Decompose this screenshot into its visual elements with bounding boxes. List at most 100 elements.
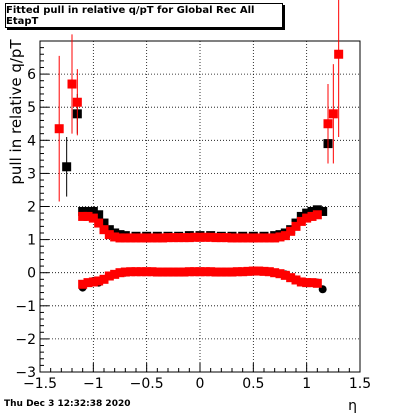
data-point (94, 210, 104, 220)
data-point (104, 230, 114, 240)
data-point (147, 267, 157, 277)
data-marks (54, 0, 344, 294)
data-point (232, 267, 242, 277)
data-point (238, 233, 248, 243)
data-point (158, 233, 168, 243)
data-point (259, 266, 269, 276)
data-point (312, 205, 322, 215)
data-point (270, 233, 280, 243)
data-point (312, 278, 322, 288)
axis-ticks (39, 47, 361, 373)
data-point (243, 266, 253, 276)
data-point (200, 232, 210, 242)
data-point (296, 216, 306, 226)
data-point (291, 275, 301, 285)
data-point (280, 231, 290, 241)
data-point (307, 206, 317, 216)
data-point (78, 279, 88, 289)
data-point (131, 267, 141, 277)
data-point (334, 49, 344, 59)
data-point (168, 233, 178, 243)
data-point (67, 79, 77, 89)
data-point (62, 162, 72, 172)
chart-title: Fitted pull in relative q/pT for Global … (6, 4, 255, 27)
data-point (115, 233, 125, 243)
data-point (302, 278, 312, 288)
data-point (280, 270, 290, 280)
y-axis-label: pull in relative q/pT (7, 39, 25, 185)
data-point (275, 269, 285, 279)
data-point (222, 267, 232, 277)
y-tick-label: 5 (27, 100, 36, 116)
data-point (248, 266, 258, 276)
data-point (190, 232, 200, 242)
data-point (83, 206, 93, 216)
data-point (227, 233, 237, 243)
data-point (136, 267, 146, 277)
chart-title-box: Fitted pull in relative q/pT for Global … (5, 3, 283, 28)
x-axis-label: η (348, 398, 357, 414)
y-tick-label: 0 (27, 266, 36, 282)
data-point (158, 267, 168, 277)
data-point (323, 119, 333, 129)
x-tick-label: 1.5 (349, 376, 371, 392)
data-point (211, 267, 221, 277)
data-point (222, 233, 232, 243)
data-point (104, 225, 114, 235)
tick-labels: −1.5 −1 −0.5 0 0.5 1 1.5 −3 −2 −1 0 1 2 3 4 5 6 (15, 67, 371, 392)
data-point (179, 233, 189, 243)
data-point (163, 267, 173, 277)
data-point (296, 211, 306, 221)
data-point (142, 267, 152, 277)
y-tick-label: 1 (27, 233, 36, 249)
data-point (136, 233, 146, 243)
data-point (302, 213, 312, 223)
data-point (275, 232, 285, 242)
data-point (248, 233, 258, 243)
x-tick-label: 0.5 (242, 376, 264, 392)
data-point (286, 226, 296, 236)
data-point (216, 233, 226, 243)
y-tick-label: −3 (15, 365, 36, 381)
data-point (179, 267, 189, 277)
data-point (78, 206, 88, 216)
data-point (126, 233, 136, 243)
data-point (78, 211, 88, 221)
data-point (243, 233, 253, 243)
data-point (238, 267, 248, 277)
data-point (174, 233, 184, 243)
data-point (88, 206, 98, 216)
data-point (184, 233, 194, 243)
data-point (211, 233, 221, 243)
data-point (131, 233, 141, 243)
data-point (312, 210, 322, 220)
data-point (206, 232, 216, 242)
y-tick-label: −1 (15, 299, 36, 315)
y-tick-label: 4 (27, 133, 36, 149)
data-point (88, 213, 98, 223)
data-point (318, 206, 328, 216)
data-point (110, 232, 120, 242)
data-point (104, 271, 114, 281)
data-point (190, 267, 200, 277)
data-point (195, 232, 205, 242)
data-point (232, 233, 242, 243)
data-point (94, 276, 104, 286)
data-point (270, 268, 280, 278)
x-tick-label: 0 (196, 376, 205, 392)
data-point (259, 233, 269, 243)
data-point (168, 267, 178, 277)
data-point (115, 268, 125, 278)
data-point (254, 266, 264, 276)
data-point (302, 208, 312, 218)
data-point (200, 267, 210, 277)
x-tick-label: −1.5 (23, 376, 57, 392)
data-point (83, 211, 93, 221)
data-point (206, 267, 216, 277)
data-point (254, 233, 264, 243)
data-point (99, 274, 109, 284)
y-tick-label: 3 (27, 166, 36, 182)
y-tick-label: −2 (15, 332, 36, 348)
data-point (72, 97, 82, 107)
